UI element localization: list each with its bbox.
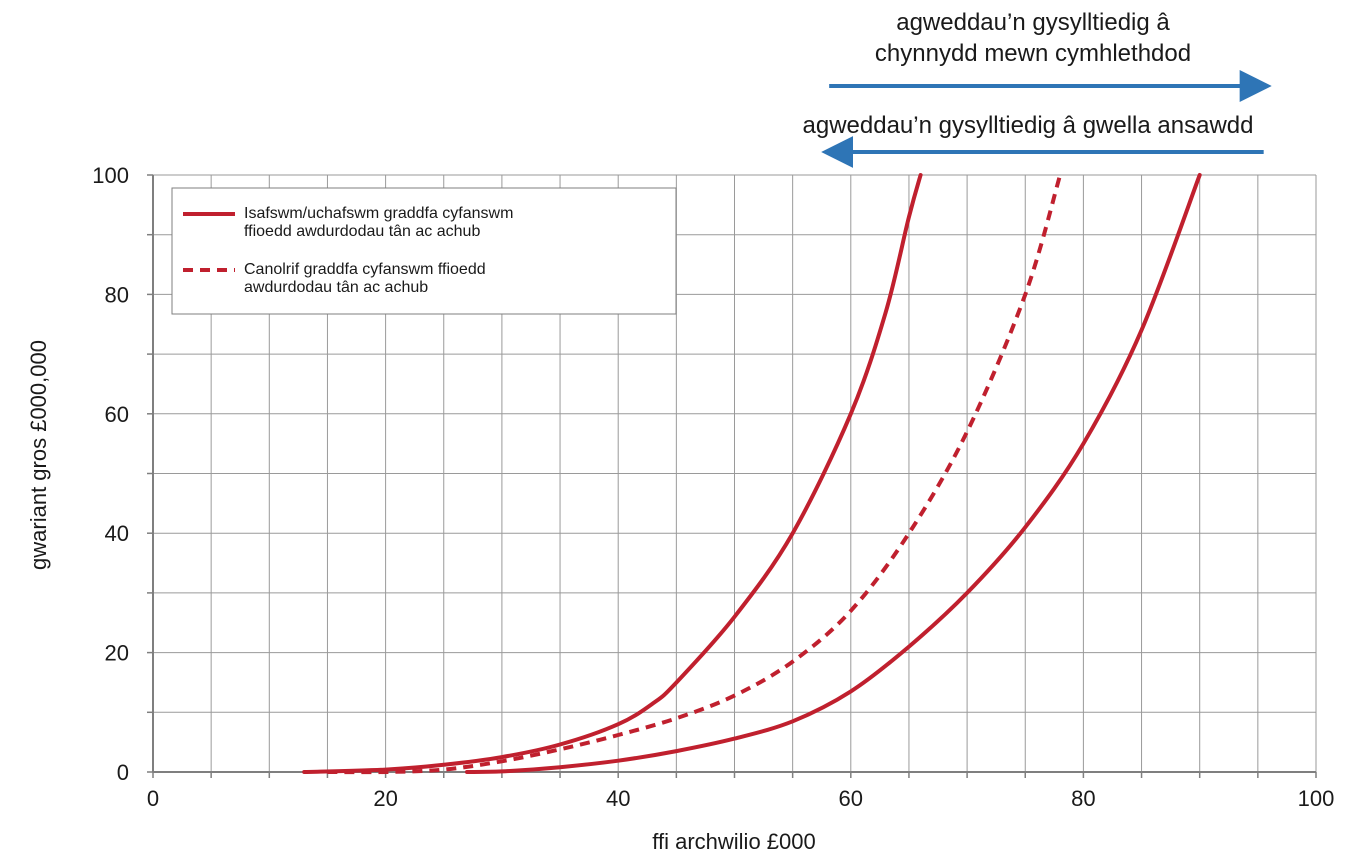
legend-label: awdurdodau tân ac achub	[244, 279, 428, 296]
y-tick-label: 60	[105, 402, 129, 427]
x-tick-label: 80	[1071, 786, 1095, 811]
legend-label: ffioedd awdurdodau tân ac achub	[244, 223, 480, 240]
y-tick-label: 0	[117, 760, 129, 785]
legend-label: Isafswm/uchafswm graddfa cyfanswm	[244, 205, 513, 222]
x-tick-label: 60	[839, 786, 863, 811]
x-tick-label: 20	[373, 786, 397, 811]
x-tick-label: 100	[1298, 786, 1335, 811]
y-axis-title: gwariant gros £000,000	[26, 340, 51, 570]
legend: Isafswm/uchafswm graddfa cyfanswmffioedd…	[171, 187, 677, 315]
annotation-quality-text: agweddau’n gysylltiedig â gwella ansawdd	[803, 112, 1254, 139]
series-line-1	[302, 173, 923, 774]
series-group	[302, 173, 1202, 775]
annotations: agweddau’n gysylltiedig â chynnydd mewn c…	[803, 9, 1272, 168]
y-tick-label: 40	[105, 521, 129, 546]
annotation-complexity-text: chynnydd mewn cymhlethdod	[875, 40, 1191, 67]
y-tick-label: 20	[105, 641, 129, 666]
series-line-3	[327, 174, 1063, 775]
legend-box	[171, 187, 677, 315]
legend-label: Canolrif graddfa cyfanswm ffioedd	[244, 261, 486, 278]
annotation-complexity-text: agweddau’n gysylltiedig â	[896, 9, 1170, 36]
y-tick-label: 100	[92, 163, 129, 188]
x-tick-label: 0	[147, 786, 159, 811]
series-line-2	[465, 173, 1202, 774]
x-tick-label: 40	[606, 786, 630, 811]
x-axis-title: ffi archwilio £000	[652, 829, 815, 854]
y-tick-label: 80	[105, 282, 129, 307]
axis-labels: ffi archwilio £000 gwariant gros £000,00…	[26, 340, 816, 854]
